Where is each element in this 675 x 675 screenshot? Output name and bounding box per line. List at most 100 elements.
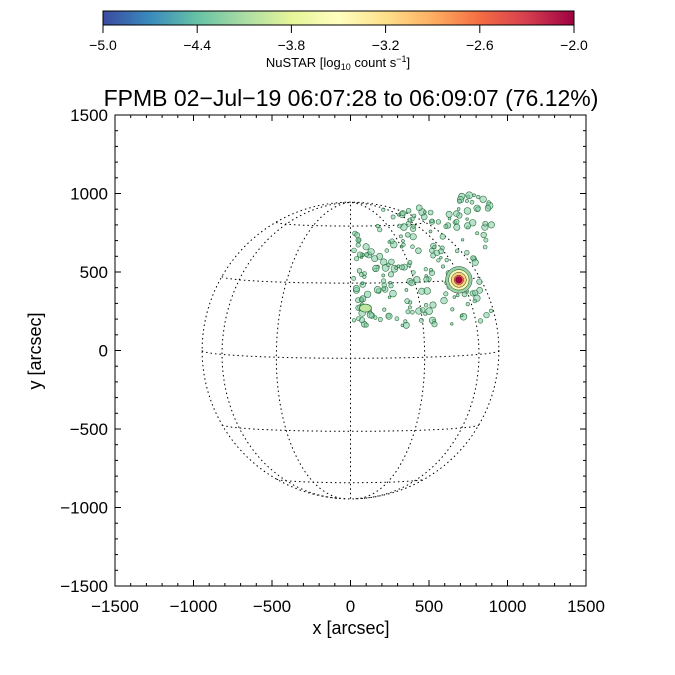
faint-contour bbox=[418, 317, 424, 323]
faint-contour bbox=[420, 213, 428, 221]
faint-contour bbox=[381, 207, 386, 212]
faint-contour bbox=[450, 307, 455, 312]
faint-contour bbox=[472, 193, 476, 197]
solar-disk-grid bbox=[201, 201, 500, 500]
faint-contour bbox=[355, 237, 362, 243]
x-tick-label: −500 bbox=[253, 597, 291, 616]
faint-contour bbox=[433, 249, 441, 256]
faint-contour bbox=[407, 305, 412, 310]
x-tick-label: −1000 bbox=[170, 597, 218, 616]
faint-contour bbox=[453, 218, 460, 225]
latitude-line bbox=[221, 424, 480, 432]
y-tick-label: −1500 bbox=[60, 577, 108, 596]
faint-contour bbox=[377, 317, 383, 322]
faint-contour bbox=[423, 267, 428, 272]
faint-contour bbox=[404, 288, 409, 292]
faint-contour bbox=[464, 250, 470, 256]
faint-contour bbox=[359, 297, 365, 303]
faint-contour bbox=[397, 213, 401, 217]
y-tick-label: 1000 bbox=[70, 185, 108, 204]
faint-contour bbox=[429, 218, 435, 224]
faint-contour bbox=[423, 276, 430, 283]
faint-contour bbox=[405, 208, 412, 214]
faint-contour bbox=[483, 237, 489, 243]
faint-contour bbox=[381, 278, 387, 284]
faint-contour bbox=[453, 223, 461, 231]
latitude-line bbox=[275, 221, 426, 227]
x-tick-label: −1500 bbox=[91, 597, 139, 616]
faint-contour bbox=[457, 207, 461, 211]
y-tick-label: 0 bbox=[99, 342, 108, 361]
y-tick-label: 1500 bbox=[70, 106, 108, 125]
faint-contour bbox=[381, 273, 386, 278]
faint-contour bbox=[351, 275, 357, 281]
faint-contour bbox=[486, 200, 491, 205]
faint-contour bbox=[439, 233, 446, 240]
colorbar-tick-label: −3.8 bbox=[278, 37, 306, 53]
faint-contour bbox=[440, 297, 448, 305]
y-axis-label: y [arcsec] bbox=[25, 312, 45, 389]
faint-contour bbox=[364, 290, 372, 298]
faint-contour bbox=[389, 289, 397, 298]
plot-area: −1500 −1000 −500 0 500 1000 1500 −1500 −1000 −500… bbox=[60, 106, 605, 616]
faint-contour bbox=[413, 276, 421, 284]
faint-contour bbox=[469, 219, 477, 227]
faint-contour bbox=[408, 279, 415, 287]
faint-contour bbox=[427, 209, 434, 216]
faint-contour bbox=[388, 283, 394, 289]
faint-contour bbox=[356, 251, 363, 258]
colorbar-tick-label: −2.6 bbox=[466, 37, 494, 53]
colorbar: −5.0 −4.4 −3.8 −3.2 −2.6 −2.0 NuSTAR [log10 c… bbox=[89, 10, 588, 72]
faint-contour bbox=[388, 258, 395, 266]
faint-contour bbox=[477, 318, 484, 324]
faint-contour bbox=[429, 301, 437, 309]
secondary-source bbox=[359, 303, 372, 313]
faint-contour bbox=[407, 260, 413, 265]
faint-contour bbox=[453, 210, 460, 217]
source-peak bbox=[455, 276, 463, 284]
faint-contour bbox=[399, 264, 405, 271]
faint-contour bbox=[364, 252, 369, 257]
faint-contour bbox=[420, 307, 426, 313]
faint-contour bbox=[460, 313, 464, 318]
faint-contour bbox=[483, 312, 490, 319]
faint-contour bbox=[410, 270, 416, 275]
colorbar-tick-label: −4.4 bbox=[183, 37, 211, 53]
colorbar-ticks: −5.0 −4.4 −3.8 −3.2 −2.6 −2.0 bbox=[89, 25, 588, 53]
faint-contour bbox=[363, 322, 369, 328]
faint-contour bbox=[465, 191, 474, 200]
latitude-line bbox=[276, 478, 425, 484]
faint-contour bbox=[482, 244, 488, 250]
faint-contour bbox=[439, 256, 443, 260]
x-tick-label: 500 bbox=[415, 597, 443, 616]
faint-contour bbox=[351, 247, 357, 254]
colorbar-tick-label: −2.0 bbox=[560, 37, 588, 53]
faint-contour bbox=[457, 198, 462, 204]
faint-contour bbox=[475, 231, 480, 236]
faint-contour bbox=[450, 322, 454, 326]
faint-contour bbox=[397, 223, 402, 229]
faint-contour bbox=[352, 284, 360, 292]
faint-contour bbox=[382, 307, 387, 312]
faint-contour bbox=[476, 194, 481, 200]
faint-contour bbox=[423, 210, 427, 214]
faint-contour bbox=[398, 234, 403, 239]
longitude-line bbox=[350, 201, 480, 499]
x-tick-label: 1000 bbox=[489, 597, 527, 616]
faint-contour bbox=[387, 295, 392, 299]
faint-contour bbox=[484, 205, 492, 212]
faint-contour bbox=[472, 298, 477, 304]
faint-contour bbox=[461, 238, 465, 242]
faint-contour bbox=[443, 224, 449, 229]
faint-contour bbox=[436, 258, 441, 263]
faint-contour bbox=[386, 262, 391, 268]
faint-contour bbox=[351, 318, 357, 323]
faint-contour bbox=[487, 221, 495, 229]
faint-contour bbox=[410, 244, 415, 249]
faint-contour bbox=[401, 242, 406, 247]
faint-contour bbox=[389, 238, 395, 244]
faint-contour bbox=[375, 224, 380, 229]
faint-contour bbox=[355, 242, 361, 248]
faint-contour bbox=[394, 316, 400, 322]
faint-contour bbox=[431, 321, 438, 328]
